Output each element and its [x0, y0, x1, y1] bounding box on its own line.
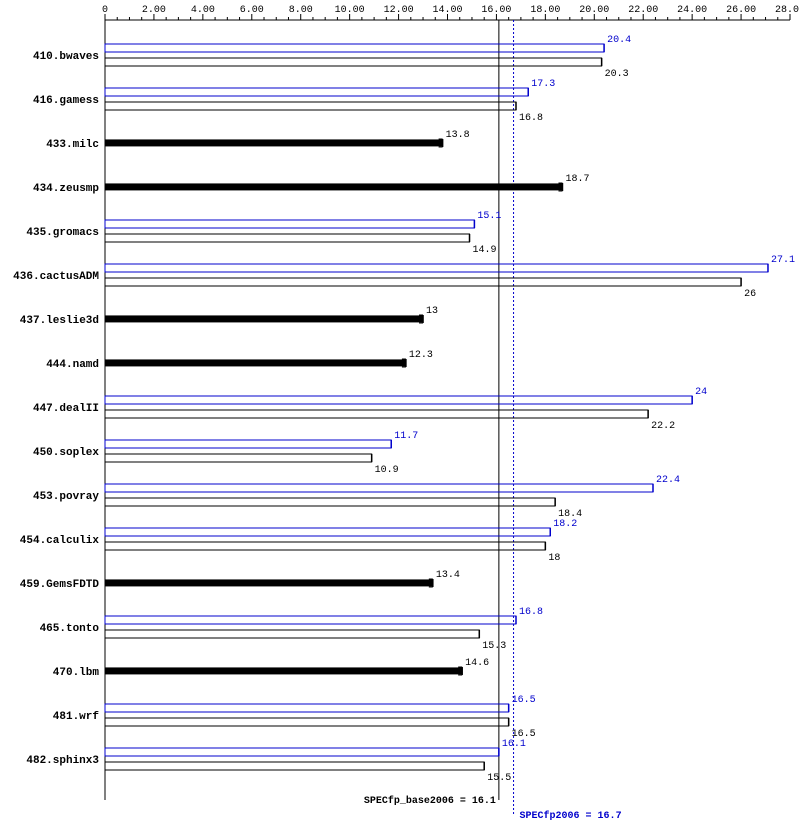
axis-tick-label: 4.00 — [191, 5, 215, 16]
summary-base-label: SPECfp_base2006 = 16.1 — [364, 795, 496, 807]
benchmark-label: 416.gamess — [33, 95, 99, 107]
benchmark-label: 447.dealII — [33, 403, 99, 415]
summary-peak-label: SPECfp2006 = 16.7 — [520, 810, 622, 822]
axis-tick-label: 26.00 — [726, 5, 756, 16]
bar-value-label: 16.5 — [512, 695, 536, 706]
bar-value-label: 17.3 — [531, 79, 555, 90]
axis-tick-label: 8.00 — [289, 5, 313, 16]
benchmark-label: 482.sphinx3 — [26, 755, 99, 767]
benchmark-label: 481.wrf — [53, 711, 100, 723]
axis-tick-label: 2.00 — [142, 5, 166, 16]
benchmark-label: 437.leslie3d — [20, 315, 99, 327]
benchmark-chart: 0 2.00 4.00 6.00 8.00 10.00 12.00 14.00 16.00 18.… — [0, 0, 799, 831]
axis-tick-label: 22.00 — [628, 5, 658, 16]
bar-value-label: 16.8 — [519, 113, 543, 124]
bar-value-label: 14.6 — [465, 658, 489, 669]
benchmark-bar — [105, 580, 433, 586]
bar-value-label: 26 — [744, 289, 756, 300]
axis-tick-label: 28.00 — [775, 5, 799, 16]
benchmark-label: 450.soplex — [33, 447, 99, 459]
bar-value-label: 15.5 — [487, 773, 511, 784]
bar-value-label: 13.8 — [446, 130, 470, 141]
bar-value-label: 10.9 — [375, 465, 399, 476]
bar-value-label: 13 — [426, 306, 438, 317]
benchmark-bar — [105, 184, 562, 190]
bar-value-label: 18.7 — [565, 174, 589, 185]
benchmark-bar — [105, 668, 462, 674]
axis-tick-label: 6.00 — [240, 5, 264, 16]
axis-tick-label: 20.00 — [579, 5, 609, 16]
bar-value-label: 27.1 — [771, 255, 795, 266]
chart-background — [0, 0, 799, 831]
bar-value-label: 20.3 — [605, 69, 629, 80]
benchmark-bar — [105, 316, 423, 322]
axis-tick-label: 24.00 — [677, 5, 707, 16]
axis-tick-label: 18.00 — [530, 5, 560, 16]
axis-tick-label: 16.00 — [481, 5, 511, 16]
axis-tick-label: 12.00 — [384, 5, 414, 16]
benchmark-bar — [105, 360, 406, 366]
benchmark-label: 433.milc — [46, 139, 99, 151]
axis-tick-label: 0 — [102, 5, 108, 16]
bar-value-label: 13.4 — [436, 570, 460, 581]
bar-value-label: 16.1 — [502, 739, 526, 750]
bar-value-label: 12.3 — [409, 350, 433, 361]
benchmark-label: 453.povray — [33, 491, 99, 503]
bar-value-label: 16.8 — [519, 607, 543, 618]
benchmark-label: 434.zeusmp — [33, 183, 99, 195]
benchmark-label: 470.lbm — [53, 667, 100, 679]
benchmark-label: 454.calculix — [20, 535, 100, 547]
bar-value-label: 24 — [695, 387, 707, 398]
benchmark-bar — [105, 140, 443, 146]
bar-value-label: 22.4 — [656, 475, 680, 486]
bar-value-label: 11.7 — [394, 431, 418, 442]
bar-value-label: 22.2 — [651, 421, 675, 432]
benchmark-label: 444.namd — [46, 359, 99, 371]
benchmark-label: 459.GemsFDTD — [20, 579, 100, 591]
benchmark-label: 410.bwaves — [33, 51, 99, 63]
axis-tick-label: 10.00 — [335, 5, 365, 16]
axis-tick-label: 14.00 — [432, 5, 462, 16]
bar-value-label: 14.9 — [473, 245, 497, 256]
bar-value-label: 18 — [548, 553, 560, 564]
benchmark-label: 436.cactusADM — [13, 271, 99, 283]
bar-value-label: 15.3 — [482, 641, 506, 652]
benchmark-label: 465.tonto — [40, 623, 100, 635]
bar-value-label: 20.4 — [607, 35, 631, 46]
bar-value-label: 18.2 — [553, 519, 577, 530]
bar-value-label: 15.1 — [477, 211, 501, 222]
benchmark-label: 435.gromacs — [26, 227, 99, 239]
